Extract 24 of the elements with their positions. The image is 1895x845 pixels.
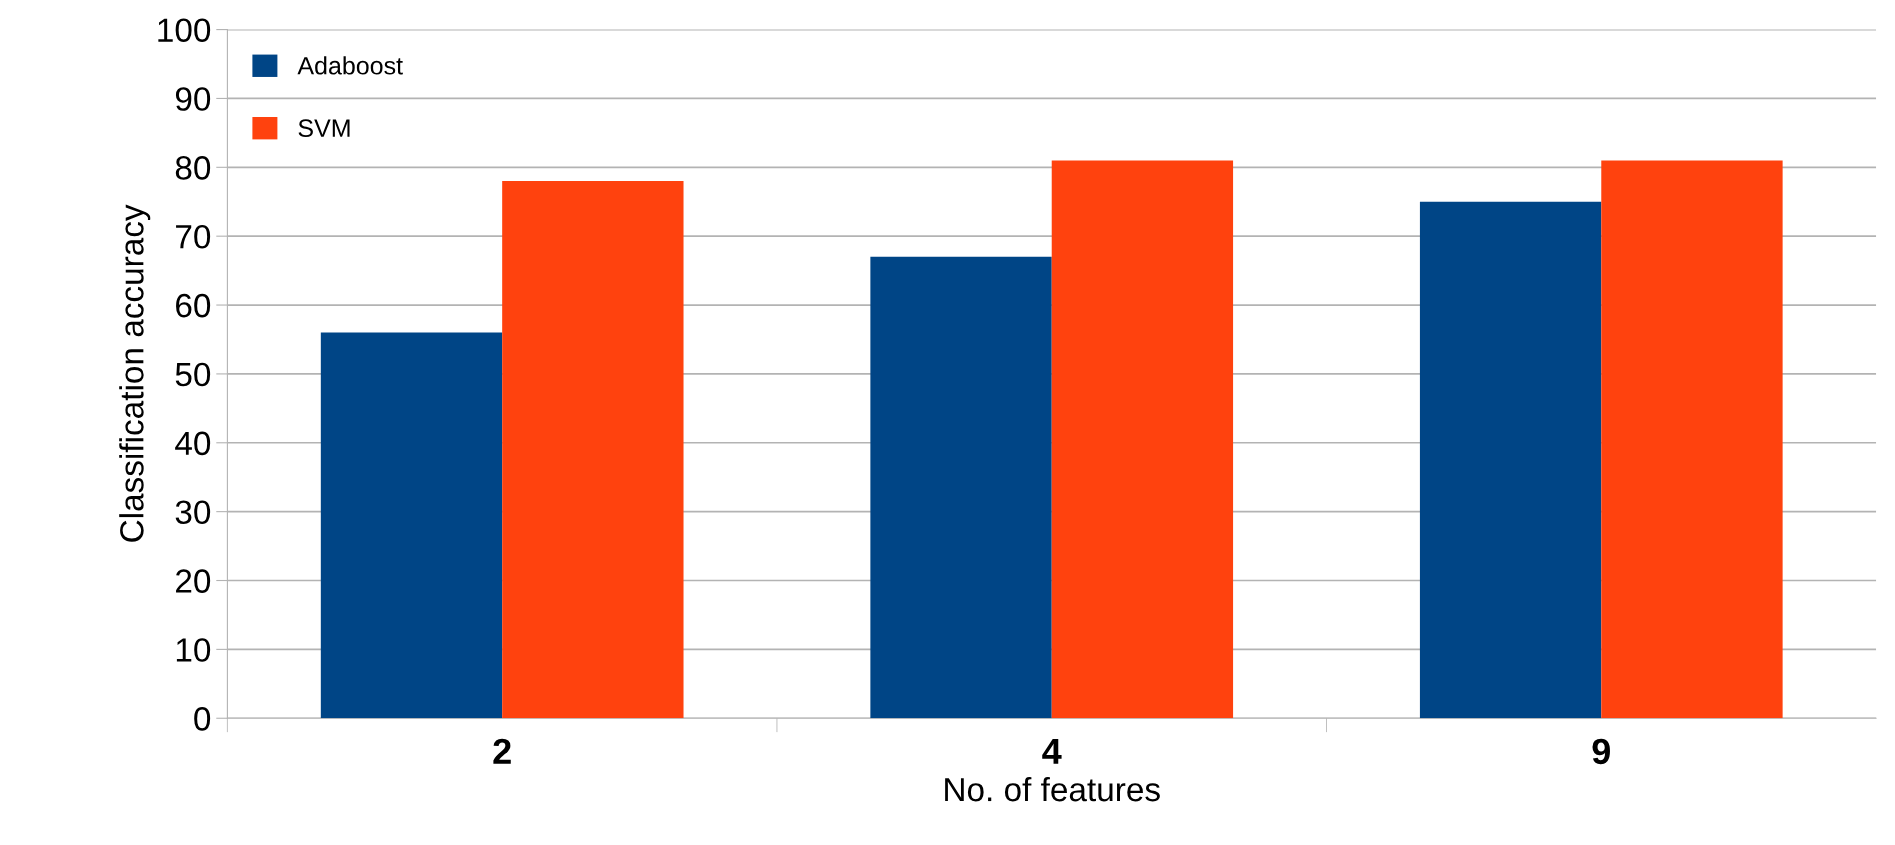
x-tick-label: 2: [493, 738, 511, 764]
y-axis-title: Classification accuracy: [119, 204, 151, 542]
y-tick-label: 50: [175, 362, 211, 387]
bar: [320, 332, 503, 719]
bar: [870, 256, 1052, 719]
bar: [1419, 201, 1602, 719]
x-axis-title: No. of features: [945, 776, 1160, 802]
y-tick-label: 70: [176, 224, 211, 249]
y-tick-label: 60: [176, 293, 211, 318]
x-tick-label: 4: [1042, 739, 1062, 764]
y-tick-label: 80: [175, 156, 211, 180]
y-tick-label: 100: [158, 18, 211, 42]
x-tick-label: 9: [1592, 738, 1610, 765]
y-tick-label: 10: [176, 638, 211, 662]
bar: [502, 181, 684, 719]
y-tick-label: 90: [175, 87, 211, 111]
y-tick-label: 40: [175, 431, 211, 456]
bar: [1051, 160, 1234, 719]
y-tick-label: 20: [176, 569, 211, 593]
y-tick-label: 0: [194, 707, 211, 731]
legend-label: SVM: [298, 119, 350, 138]
legend-label: Adaboost: [297, 56, 403, 75]
bar: [1601, 160, 1783, 719]
y-tick-label: 30: [175, 500, 211, 525]
